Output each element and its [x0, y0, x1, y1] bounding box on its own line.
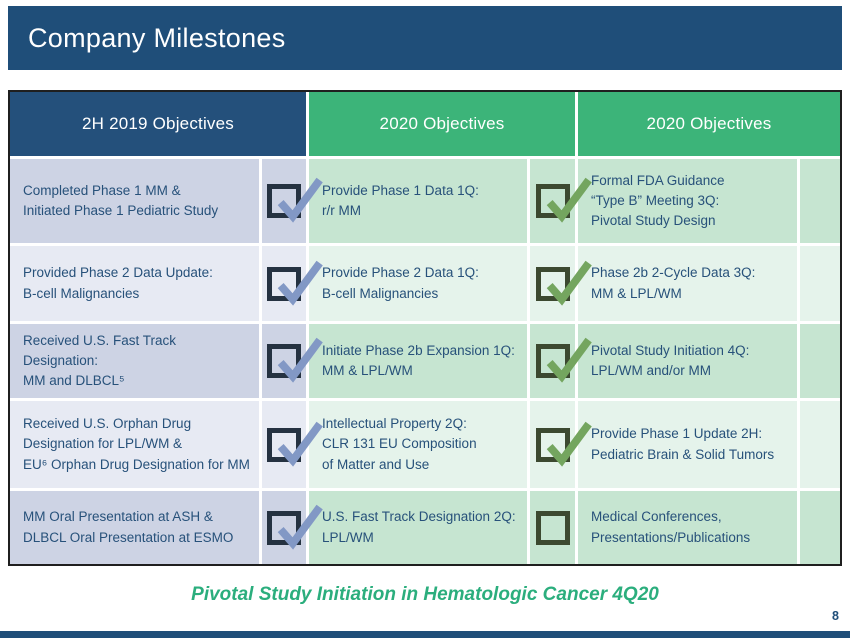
checkbox-cell	[262, 159, 323, 243]
milestones-table: 2H 2019 Objectives 2020 Objectives 2020 …	[8, 90, 842, 566]
checkmark-icon	[546, 177, 592, 223]
header-2020-objectives-right: 2020 Objectives	[578, 92, 840, 156]
checkbox-2019-row2	[267, 260, 323, 306]
header-2h-2019-objectives: 2H 2019 Objectives	[10, 92, 306, 156]
objective-2019-cell: Provided Phase 2 Data Update: B-cell Mal…	[10, 246, 259, 321]
checkbox-2020-row5	[535, 510, 570, 545]
checkmark-icon	[277, 177, 323, 223]
checkbox-cell	[530, 401, 592, 488]
objective-2019-cell: Completed Phase 1 MM & Initiated Phase 1…	[10, 159, 259, 243]
objective-2019-cell: Received U.S. Fast Track Designation: MM…	[10, 324, 259, 398]
checkbox-cell	[530, 159, 592, 243]
objective-2020-right-cell: Phase 2b 2-Cycle Data 3Q: MM & LPL/WM	[578, 246, 797, 321]
checkbox-2020-row1	[535, 177, 592, 223]
objective-2020-mid-cell: Provide Phase 2 Data 1Q: B-cell Malignan…	[309, 246, 527, 321]
checkmark-icon	[277, 421, 323, 467]
checkbox-2019-row1	[267, 177, 323, 223]
objective-2020-mid-cell: U.S. Fast Track Designation 2Q: LPL/WM	[309, 491, 527, 564]
header-2020-objectives-mid: 2020 Objectives	[309, 92, 575, 156]
objective-2020-right-cell: Provide Phase 1 Update 2H: Pediatric Bra…	[578, 401, 797, 488]
slide-title: Company Milestones	[28, 22, 286, 53]
empty-cell	[800, 324, 840, 398]
objective-2020-mid-cell: Intellectual Property 2Q: CLR 131 EU Com…	[309, 401, 527, 488]
checkbox-2020-row3	[535, 337, 592, 383]
checkbox-2020-row4	[535, 421, 592, 467]
empty-cell	[800, 401, 840, 488]
checkmark-icon	[546, 260, 592, 306]
checkbox-2020-row2	[535, 260, 592, 306]
checkbox-2019-row4	[267, 421, 323, 467]
objective-2020-right-cell: Formal FDA Guidance “Type B” Meeting 3Q:…	[578, 159, 797, 243]
checkmark-icon	[277, 260, 323, 306]
objective-2020-right-cell: Medical Conferences, Presentations/Publi…	[578, 491, 797, 564]
checkbox-cell	[530, 491, 575, 564]
objective-2019-cell: Received U.S. Orphan Drug Designation fo…	[10, 401, 259, 488]
checkbox-cell	[262, 491, 323, 564]
checkbox-cell	[262, 324, 323, 398]
checkbox-2019-row5	[267, 504, 323, 550]
checkbox-cell	[262, 401, 323, 488]
objective-2019-cell: MM Oral Presentation at ASH & DLBCL Oral…	[10, 491, 259, 564]
checkbox-cell	[262, 246, 323, 321]
objective-2020-right-cell: Pivotal Study Initiation 4Q: LPL/WM and/…	[578, 324, 797, 398]
tagline: Pivotal Study Initiation in Hematologic …	[191, 584, 659, 605]
checkbox-cell	[530, 324, 592, 398]
footer-bar	[0, 631, 850, 638]
objective-2020-mid-cell: Initiate Phase 2b Expansion 1Q: MM & LPL…	[309, 324, 527, 398]
checkmark-icon	[277, 337, 323, 383]
empty-cell	[800, 246, 840, 321]
empty-cell	[800, 159, 840, 243]
checkmark-icon	[546, 421, 592, 467]
empty-cell	[800, 491, 840, 564]
checkmark-icon	[277, 504, 323, 550]
checkbox-2019-row3	[267, 337, 323, 383]
checkbox-cell	[530, 246, 592, 321]
title-bar: Company Milestones	[8, 6, 842, 70]
objective-2020-mid-cell: Provide Phase 1 Data 1Q: r/r MM	[309, 159, 527, 243]
page-number: 8	[832, 609, 839, 623]
checkmark-icon	[546, 337, 592, 383]
